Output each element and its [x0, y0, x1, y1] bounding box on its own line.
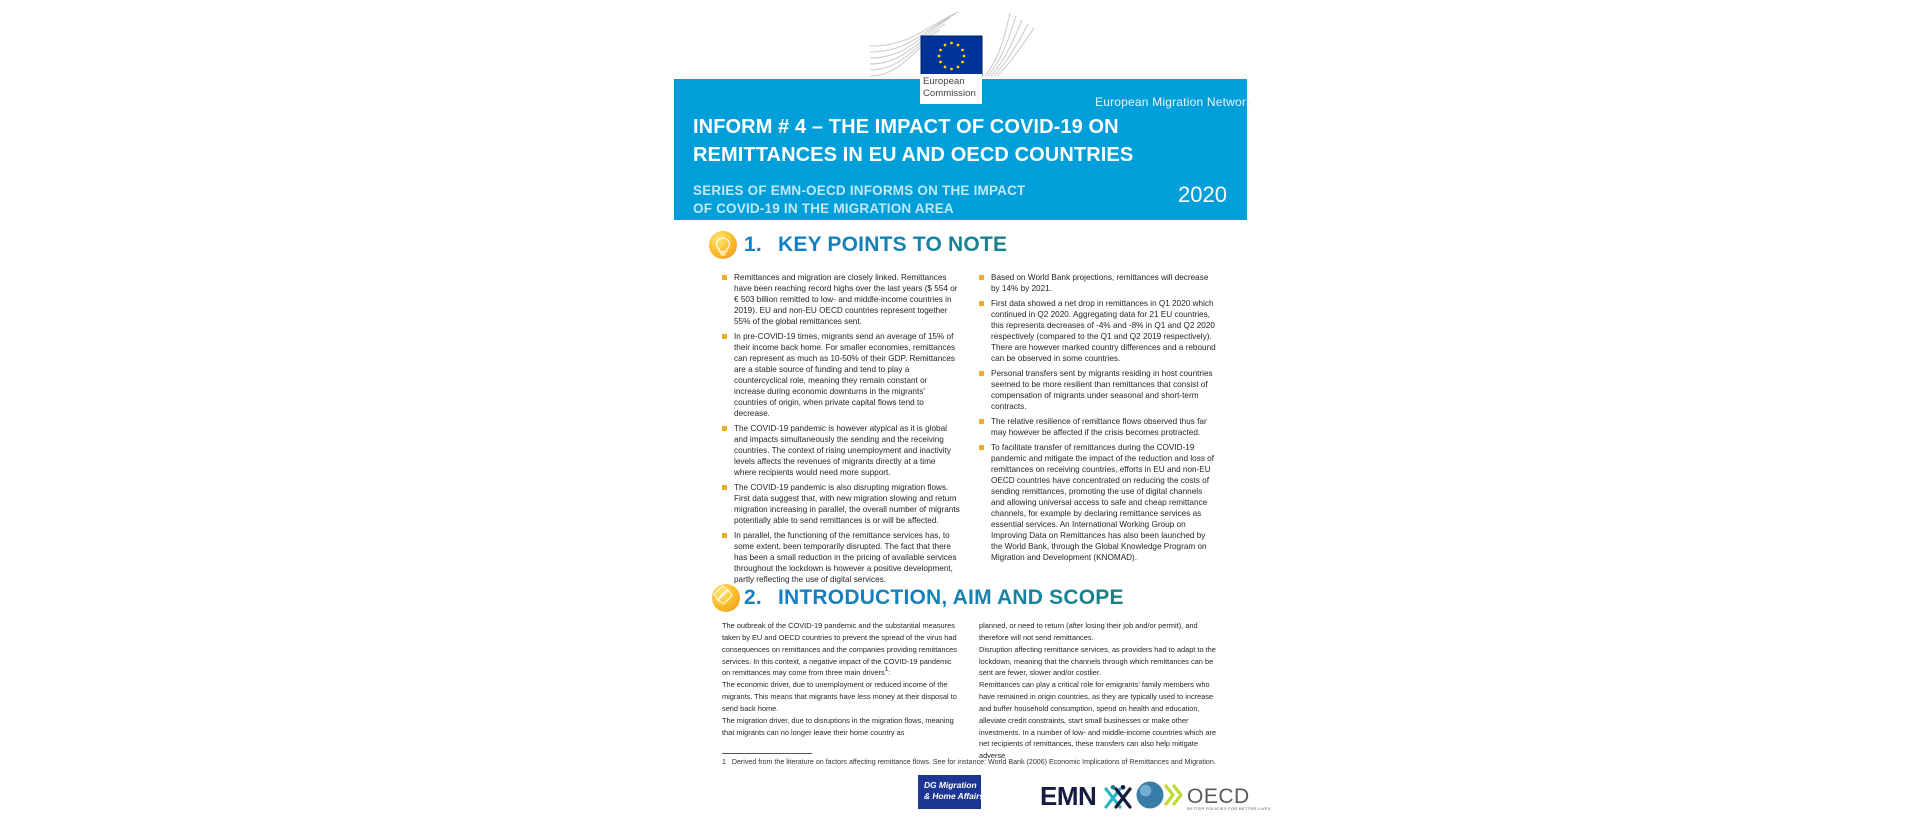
svg-text:OECD: OECD [1187, 785, 1250, 808]
svg-text:BETTER POLICIES FOR BETTER LIV: BETTER POLICIES FOR BETTER LIVES [1187, 806, 1271, 811]
svg-text:EMN: EMN [1040, 781, 1096, 810]
